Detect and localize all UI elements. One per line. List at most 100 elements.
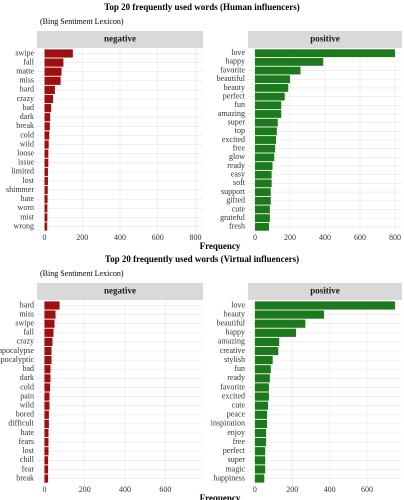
y-tick-label: love bbox=[231, 300, 245, 309]
bar bbox=[255, 75, 290, 84]
x-tick-label: 0 bbox=[43, 233, 47, 242]
y-tick-label: dark bbox=[20, 112, 34, 121]
chart-title: Top 20 frequently used words (Human infl… bbox=[104, 2, 300, 12]
y-tick-label: cold bbox=[20, 382, 34, 391]
bar bbox=[254, 410, 268, 419]
y-tick-label: wild bbox=[20, 139, 34, 148]
bar bbox=[44, 149, 49, 158]
y-tick-label: happy bbox=[225, 328, 245, 337]
y-tick-label: favorite bbox=[220, 65, 245, 74]
y-tick-label: support bbox=[221, 187, 246, 196]
y-tick-label: top bbox=[235, 126, 245, 135]
y-tick-label: creative bbox=[220, 346, 246, 355]
bar bbox=[44, 167, 48, 176]
x-tick-label: 400 bbox=[114, 233, 126, 242]
bar bbox=[44, 213, 48, 222]
y-tick-label: mist bbox=[20, 212, 35, 221]
bar bbox=[44, 356, 52, 365]
y-tick-label: apocalyptic bbox=[0, 355, 34, 364]
x-tick-label: 600 bbox=[354, 233, 366, 242]
y-tick-label: magic bbox=[225, 464, 245, 473]
bar bbox=[254, 383, 269, 392]
bar bbox=[44, 365, 51, 374]
x-tick-label: 600 bbox=[152, 233, 164, 242]
bar bbox=[254, 456, 266, 465]
bar bbox=[44, 392, 50, 401]
bar bbox=[254, 337, 280, 346]
strip-label: negative bbox=[104, 34, 136, 44]
bar bbox=[44, 401, 50, 410]
bar bbox=[44, 140, 49, 149]
y-tick-label: perfect bbox=[223, 446, 246, 455]
y-tick-label: gifted bbox=[226, 196, 245, 205]
y-tick-label: cold bbox=[20, 130, 34, 139]
y-tick-label: cute bbox=[232, 400, 246, 409]
bar bbox=[254, 365, 271, 374]
x-tick-label: 400 bbox=[324, 485, 336, 494]
bar bbox=[44, 49, 73, 58]
bar bbox=[44, 310, 56, 319]
bar bbox=[255, 153, 275, 162]
bar bbox=[44, 122, 50, 131]
bar bbox=[255, 136, 276, 144]
bar bbox=[44, 465, 49, 474]
bar bbox=[255, 84, 289, 92]
bar bbox=[255, 170, 272, 179]
bar bbox=[254, 401, 268, 410]
y-tick-label: apocalypse bbox=[0, 346, 34, 355]
bar bbox=[44, 204, 48, 213]
bar bbox=[254, 374, 270, 383]
bar bbox=[255, 179, 272, 188]
y-tick-label: happiness bbox=[213, 473, 245, 482]
strip bbox=[248, 31, 402, 48]
bar bbox=[44, 337, 53, 346]
bar bbox=[44, 158, 49, 167]
y-tick-label: matte bbox=[16, 67, 34, 76]
y-tick-label: dark bbox=[20, 373, 34, 382]
y-tick-label: chill bbox=[20, 455, 35, 464]
y-tick-label: perfect bbox=[223, 91, 246, 100]
y-tick-label: peace bbox=[227, 410, 246, 419]
bar bbox=[44, 447, 49, 456]
y-tick-label: super bbox=[228, 117, 246, 126]
y-tick-label: fall bbox=[23, 57, 34, 66]
y-tick-label: excited bbox=[222, 135, 245, 144]
bar bbox=[44, 383, 51, 392]
y-tick-label: loose bbox=[17, 148, 34, 157]
bar bbox=[44, 346, 52, 356]
y-tick-label: hard bbox=[20, 85, 34, 94]
bar bbox=[255, 66, 301, 75]
y-tick-label: miss bbox=[19, 309, 34, 318]
x-tick-label: 200 bbox=[79, 485, 91, 494]
bar bbox=[255, 49, 395, 58]
y-tick-label: fresh bbox=[229, 222, 245, 231]
x-tick-label: 800 bbox=[389, 233, 401, 242]
y-tick-label: super bbox=[228, 455, 246, 464]
bar bbox=[255, 222, 269, 231]
chart-subtitle: (Bing Sentiment Lexicon) bbox=[40, 269, 124, 278]
bar bbox=[44, 222, 48, 231]
y-tick-label: favorite bbox=[220, 382, 245, 391]
y-tick-label: happy bbox=[225, 57, 245, 66]
y-tick-label: wild bbox=[20, 400, 34, 409]
bar bbox=[255, 196, 271, 205]
y-tick-label: issue bbox=[18, 158, 34, 167]
y-tick-label: miss bbox=[19, 76, 34, 85]
bar bbox=[44, 94, 54, 104]
bar bbox=[254, 301, 396, 310]
y-tick-label: lost bbox=[22, 176, 34, 185]
x-axis-label: Frequency bbox=[200, 493, 241, 500]
chart-title: Top 20 frequently used words (Virtual in… bbox=[105, 254, 299, 264]
x-tick-label: 0 bbox=[253, 485, 257, 494]
bar bbox=[44, 85, 55, 94]
y-tick-label: easy bbox=[231, 170, 245, 179]
y-tick-label: cute bbox=[232, 204, 246, 213]
y-tick-label: beauty bbox=[224, 83, 245, 92]
x-tick-label: 600 bbox=[159, 485, 171, 494]
y-tick-label: swipe bbox=[15, 48, 34, 57]
bar bbox=[44, 438, 49, 447]
y-tick-label: bad bbox=[22, 103, 34, 112]
y-tick-label: grateful bbox=[220, 213, 246, 222]
bar bbox=[44, 104, 52, 113]
